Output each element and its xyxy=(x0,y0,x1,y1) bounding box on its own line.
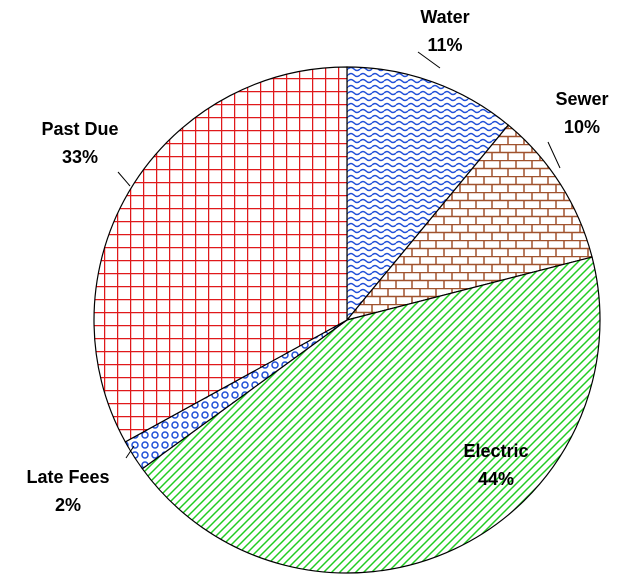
leader-line xyxy=(117,171,131,187)
leader-line xyxy=(417,51,441,69)
pie-slice xyxy=(345,124,593,322)
leader-line xyxy=(547,141,561,169)
slice-value-label: 2% xyxy=(55,495,81,515)
slice-value-label: 44% xyxy=(478,469,514,489)
leader-lines xyxy=(117,51,561,459)
slice-value-label: 10% xyxy=(564,117,600,137)
slices xyxy=(93,66,601,574)
pie-slice xyxy=(141,256,601,574)
leader-line xyxy=(125,445,135,459)
slice-label: Electric xyxy=(463,441,528,461)
pie-slice xyxy=(346,66,510,322)
slice-label: Water xyxy=(420,7,469,27)
pie-slice xyxy=(93,66,348,443)
slice-label: Past Due xyxy=(41,119,118,139)
slice-value-label: 33% xyxy=(62,147,98,167)
slice-label: Late Fees xyxy=(26,467,109,487)
slice-value-label: 11% xyxy=(427,35,462,55)
labels: Water 11% Sewer 10% Electric 44% Late Fees 2% Pa… xyxy=(26,7,608,515)
slice-label: Sewer xyxy=(555,89,608,109)
